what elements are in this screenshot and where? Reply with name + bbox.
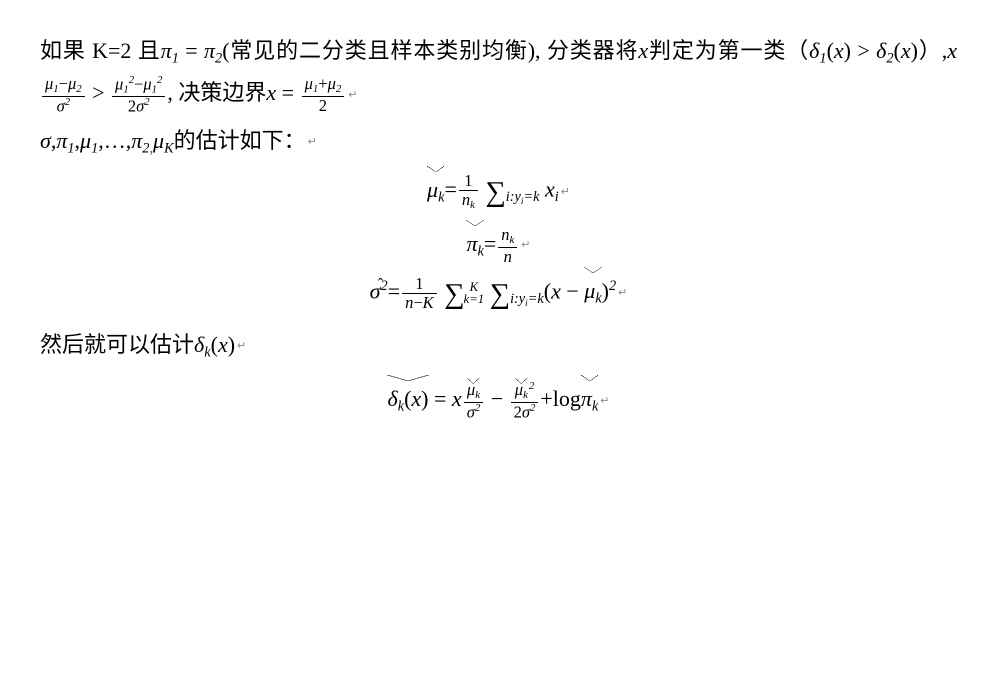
return-icon: ↵ xyxy=(521,239,530,251)
equation-2: πk= nk n ↵ xyxy=(40,223,957,266)
paragraph-1: 如果 K=2 且π1 = π2(常见的二分类且样本类别均衡), 分类器将x判定为… xyxy=(40,30,957,116)
paragraph-3: 然后就可以估计δk(x)↵ xyxy=(40,324,957,366)
text: 如果 K=2 且 xyxy=(40,38,161,63)
equation-1: μk= 1 nk ∑i:yi=k xi↵ xyxy=(40,166,957,220)
fraction: μ1+μ2 2 xyxy=(302,75,345,115)
equation-3: σ̂2= 1 n−K ∑Kk=1 ∑i:yi=k(x − μk)2↵ xyxy=(40,268,957,322)
fraction: μ12−μ12 2σ2 xyxy=(112,75,165,116)
return-icon: ↵ xyxy=(237,340,246,352)
return-icon: ↵ xyxy=(600,395,609,407)
return-icon: ↵ xyxy=(348,89,357,101)
return-icon: ↵ xyxy=(561,186,570,198)
equation-4: δk(x) = x μk σ2 − μk2 2σ2 +logπk↵ xyxy=(40,378,957,421)
return-icon: ↵ xyxy=(308,136,317,148)
paragraph-2: σ,π1,μ1,…,π2,μK的估计如下：↵ xyxy=(40,120,957,162)
fraction: μ1−μ2 σ2 xyxy=(42,75,85,116)
return-icon: ↵ xyxy=(618,287,627,299)
